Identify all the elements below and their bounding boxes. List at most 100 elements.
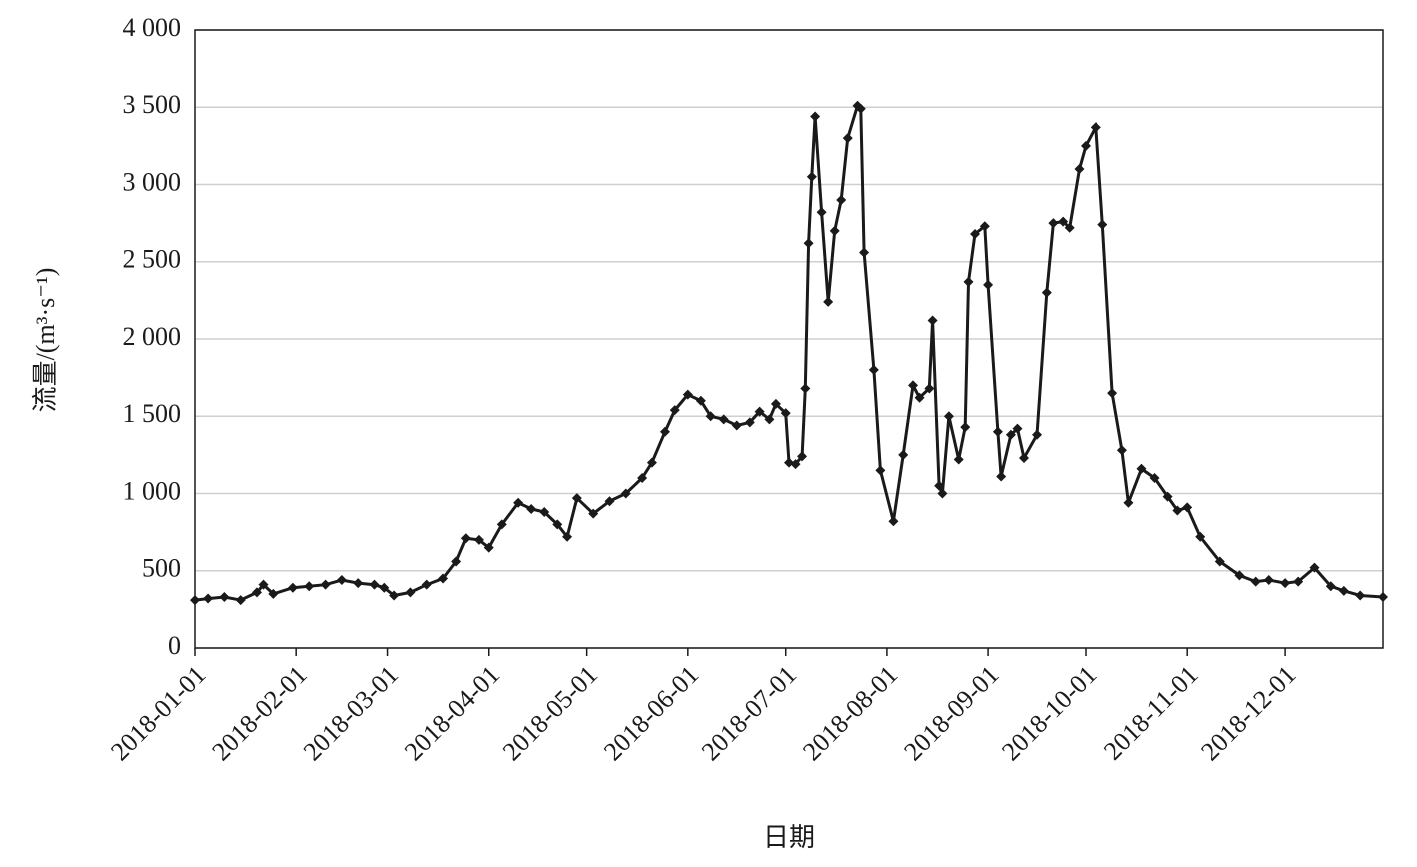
data-point	[842, 133, 853, 144]
data-point	[823, 296, 834, 307]
data-point	[992, 426, 1003, 437]
data-point	[970, 228, 981, 239]
x-tick-label: 2018-02-01	[206, 660, 312, 766]
x-tick-label: 2018-04-01	[399, 660, 505, 766]
x-tick-label: 2018-10-01	[996, 660, 1102, 766]
data-point	[1058, 216, 1069, 227]
data-point	[803, 238, 814, 249]
data-point	[960, 422, 971, 433]
data-point	[1172, 505, 1183, 516]
data-point	[1032, 429, 1043, 440]
y-tick-label: 2 500	[123, 245, 182, 274]
data-point	[695, 395, 706, 406]
x-tick-label: 2018-05-01	[497, 660, 603, 766]
data-point	[1064, 222, 1075, 233]
y-tick-label: 4 000	[123, 13, 182, 42]
data-point	[731, 420, 742, 431]
data-point	[1107, 388, 1118, 399]
data-point	[1214, 556, 1225, 567]
data-point	[203, 593, 214, 604]
data-point	[1250, 576, 1261, 587]
data-point	[526, 503, 537, 514]
data-point	[1162, 491, 1173, 502]
data-point	[620, 488, 631, 499]
data-point	[927, 315, 938, 326]
x-tick-label: 2018-03-01	[298, 660, 404, 766]
data-point	[937, 488, 948, 499]
data-point	[816, 207, 827, 218]
data-point	[800, 383, 811, 394]
data-point	[898, 449, 909, 460]
data-point	[1074, 164, 1085, 175]
data-point	[829, 225, 840, 236]
data-point	[1018, 452, 1029, 463]
data-point	[219, 592, 230, 603]
data-point	[421, 579, 432, 590]
data-point	[1090, 122, 1101, 133]
data-point	[934, 480, 945, 491]
x-axis-label: 日期	[763, 823, 815, 852]
y-axis-label: 流量/(m³·s⁻¹)	[31, 268, 60, 413]
data-point	[1116, 445, 1127, 456]
data-point	[320, 579, 331, 590]
data-point	[604, 496, 615, 507]
data-point	[780, 408, 791, 419]
data-point	[888, 516, 899, 527]
y-tick-label: 3 000	[123, 167, 182, 196]
y-tick-label: 0	[168, 631, 181, 660]
x-tick-label: 2018-09-01	[898, 660, 1004, 766]
data-point	[353, 578, 364, 589]
data-point	[258, 579, 269, 590]
data-point	[1355, 590, 1366, 601]
data-point	[304, 581, 315, 592]
data-point	[1263, 575, 1274, 586]
data-point	[996, 471, 1007, 482]
data-point	[705, 411, 716, 422]
data-point	[539, 507, 550, 518]
data-point	[389, 590, 400, 601]
data-point	[562, 531, 573, 542]
data-point	[1325, 581, 1336, 592]
data-point	[859, 247, 870, 258]
data-point	[718, 414, 729, 425]
data-point	[1293, 576, 1304, 587]
data-point	[1097, 219, 1108, 230]
data-point	[438, 573, 449, 584]
data-point	[1136, 463, 1147, 474]
data-point	[460, 533, 471, 544]
data-point	[770, 398, 781, 409]
x-tick-label: 2018-07-01	[696, 660, 802, 766]
data-point	[483, 542, 494, 553]
data-point	[983, 279, 994, 290]
y-tick-label: 1 000	[123, 476, 182, 505]
data-point	[369, 579, 380, 590]
data-point	[855, 103, 866, 114]
data-point	[943, 411, 954, 422]
data-point	[451, 556, 462, 567]
data-point	[1280, 578, 1291, 589]
y-tick-label: 3 500	[123, 90, 182, 119]
data-point	[875, 465, 886, 476]
x-tick-label: 2018-11-01	[1098, 660, 1204, 766]
data-point	[473, 534, 484, 545]
data-point	[552, 519, 563, 530]
data-point	[1081, 140, 1091, 151]
data-point	[754, 406, 765, 417]
data-point	[287, 582, 298, 593]
data-point	[1309, 562, 1320, 573]
y-tick-label: 1 500	[123, 399, 182, 428]
data-point	[235, 595, 246, 606]
data-point	[190, 595, 200, 606]
data-line	[194, 102, 1384, 602]
data-point	[1123, 497, 1134, 508]
data-point	[1041, 287, 1052, 298]
data-point	[908, 380, 919, 391]
data-point	[1012, 423, 1023, 434]
data-point	[806, 171, 817, 182]
data-point	[379, 582, 390, 593]
data-point	[336, 575, 347, 586]
data-point	[810, 111, 821, 122]
data-point	[1005, 429, 1016, 440]
